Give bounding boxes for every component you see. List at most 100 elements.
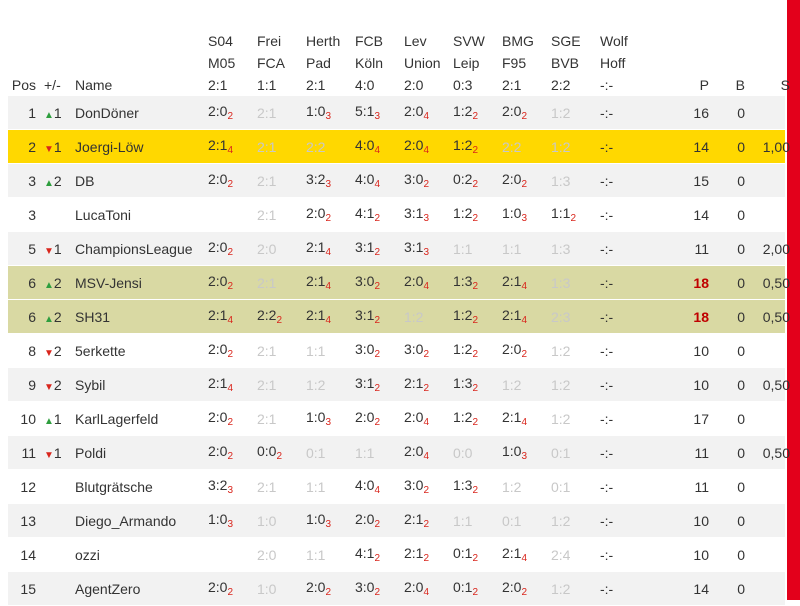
table-row[interactable]: 9 ▼2 Sybil 2:14 2:1 1:2 3:12 2:12 1:32 1:2 1:2 -:- 1…: [8, 368, 790, 402]
header-match[interactable]: Lev Union 2:0: [404, 30, 453, 96]
tip-score: 2:1: [502, 307, 522, 323]
points: 14: [693, 138, 709, 155]
tip-cell: 2:4: [551, 547, 600, 563]
header-match[interactable]: SVW Leip 0:3: [453, 30, 502, 96]
header-match[interactable]: FCB Köln 4:0: [355, 30, 404, 96]
tip-cell: 1:1: [453, 241, 502, 257]
tip-cell: 2:0: [257, 547, 306, 563]
header-b[interactable]: B: [735, 77, 745, 93]
tip-cell: 2:14: [306, 307, 355, 326]
b-value: 0: [737, 240, 745, 257]
player-name[interactable]: 5erkette: [75, 342, 126, 359]
row-change: ▲1: [36, 105, 75, 121]
total-points: 52: [790, 445, 800, 461]
points: 10: [693, 376, 709, 393]
table-row[interactable]: 6 ▲2 SH31 2:14 2:22 2:14 3:12 1:2 1:22 2:14 2:3 -:-…: [8, 300, 790, 334]
header-s[interactable]: S: [780, 77, 790, 93]
table-row[interactable]: 10 ▲1 KarlLagerfeld 2:02 2:1 1:03 2:02 2:04 1:22…: [8, 402, 785, 436]
player-name[interactable]: ozzi: [75, 546, 100, 563]
tip-cell: 0:12: [453, 545, 502, 564]
change-value: 1: [53, 104, 62, 121]
tip-points: 4: [325, 315, 332, 326]
tip-score: 1:1: [453, 512, 473, 529]
tip-score: 2:4: [551, 546, 571, 563]
header-match[interactable]: Wolf Hoff -:-: [600, 30, 649, 96]
tip-score: 4:1: [355, 205, 375, 221]
header-pos[interactable]: Pos: [11, 77, 36, 93]
player-name[interactable]: MSV-Jensi: [75, 274, 142, 291]
table-row[interactable]: 3 ▲2 DB 2:02 2:1 3:23 4:04 3:02 0:22 2:02 1:3 -:- 15…: [8, 164, 785, 198]
player-name[interactable]: Poldi: [75, 444, 107, 461]
tip-score: -:-: [600, 376, 614, 393]
table-row[interactable]: 13 Diego_Armando 1:03 1:0 1:03 2:02 2:12 1:1 0:1…: [8, 504, 785, 538]
table-row[interactable]: 2 ▼1 Joergi-Löw 2:14 2:1 2:2 4:04 2:04 1:22 2:2 1:…: [8, 130, 790, 164]
table-row[interactable]: 3 LucaToni 2:1 2:02 4:12 3:13 1:22 1:03 1:12 -:- 1…: [8, 198, 785, 232]
tip-cell: 2:12: [404, 375, 453, 394]
table-row[interactable]: 5 ▼1 ChampionsLeague 2:02 2:0 2:14 3:12 3:13 1:1…: [8, 232, 790, 266]
tip-score: 2:1: [306, 307, 326, 323]
player-name[interactable]: DB: [75, 172, 95, 189]
tip-cell: 4:04: [355, 171, 404, 190]
row-change: ▼1: [36, 139, 75, 155]
table-row[interactable]: 8 ▼2 5erkette 2:02 2:1 1:1 3:02 3:02 1:22 2:02 1:2…: [8, 334, 785, 368]
tip-cell: 1:2: [551, 411, 600, 427]
table-row[interactable]: 1 ▲1 DonDöner 2:02 2:1 1:03 5:13 2:04 1:22 2:02 1:…: [8, 96, 785, 130]
tip-cell: 2:14: [208, 307, 257, 326]
header-match[interactable]: Herth Pad 2:1: [306, 30, 355, 96]
b-value: 0: [737, 478, 745, 495]
tip-points: 4: [227, 145, 234, 156]
header-match[interactable]: BMG F95 2:1: [502, 30, 551, 96]
player-name[interactable]: Sybil: [75, 376, 106, 393]
change-value: 1: [53, 240, 62, 257]
tip-cell: 1:2: [502, 479, 551, 495]
header-match-home: SVW: [453, 33, 485, 49]
header-total[interactable]: G: [790, 30, 800, 96]
player-name[interactable]: SH31: [75, 308, 111, 325]
tip-score: 3:0: [404, 171, 424, 187]
header-match-result: 2:0: [404, 77, 424, 93]
tip-points: 3: [521, 213, 528, 224]
tip-score: -:-: [600, 410, 614, 427]
player-name[interactable]: LucaToni: [75, 206, 132, 223]
header-name[interactable]: Name: [75, 77, 113, 93]
total-points: 65: [790, 241, 800, 257]
tip-cell: 2:0: [257, 241, 306, 257]
tip-score: 1:2: [453, 137, 473, 153]
player-name[interactable]: ChampionsLeague: [75, 240, 193, 257]
tip-cell: 3:02: [355, 273, 404, 292]
tip-points: 2: [227, 417, 234, 428]
tip-points: 2: [521, 587, 528, 598]
tip-score: 5:1: [355, 103, 375, 119]
header-points[interactable]: P: [699, 77, 709, 93]
tip-cell: 2:14: [306, 239, 355, 258]
table-row[interactable]: 11 ▼1 Poldi 2:02 0:02 0:1 1:1 2:04 0:0 1:03 0:1 -:-…: [8, 436, 790, 470]
player-name[interactable]: DonDöner: [75, 104, 139, 121]
table-row[interactable]: 6 ▲2 MSV-Jensi 2:02 2:1 2:14 3:02 2:04 1:32 2:14 1…: [8, 266, 790, 300]
table-row[interactable]: 15 AgentZero 2:02 1:0 2:02 3:02 2:04 0:12 2:02 1:…: [8, 572, 785, 606]
total-points: 63: [790, 343, 800, 359]
header-match-home: S04: [208, 33, 233, 49]
row-pos: 10: [20, 410, 36, 427]
tip-score: 3:1: [355, 239, 375, 255]
change-value: 2: [53, 274, 62, 291]
header-match[interactable]: S04 M05 2:1: [208, 30, 257, 96]
player-name[interactable]: AgentZero: [75, 580, 141, 597]
tip-cell: 1:2: [551, 139, 600, 155]
tip-score: 0:1: [551, 478, 571, 495]
b-value: 0: [737, 546, 745, 563]
points: 11: [694, 240, 709, 257]
player-name[interactable]: Diego_Armando: [75, 512, 177, 529]
header-match[interactable]: Frei FCA 1:1: [257, 30, 306, 96]
tip-score: 1:2: [551, 342, 571, 359]
header-match-home: Wolf: [600, 33, 628, 49]
arrow-down-icon: ▼: [44, 381, 54, 393]
player-name[interactable]: KarlLagerfeld: [75, 410, 159, 427]
header-change[interactable]: +/-: [44, 77, 61, 93]
player-name[interactable]: Blutgrätsche: [75, 478, 153, 495]
header-match[interactable]: SGE BVB 2:2: [551, 30, 600, 96]
tip-cell: 0:02: [257, 443, 306, 462]
table-row[interactable]: 12 Blutgrätsche 3:23 2:1 1:1 4:04 3:02 1:32 1:2 0…: [8, 470, 785, 504]
tip-score: 1:0: [306, 409, 326, 425]
player-name[interactable]: Joergi-Löw: [75, 138, 144, 155]
